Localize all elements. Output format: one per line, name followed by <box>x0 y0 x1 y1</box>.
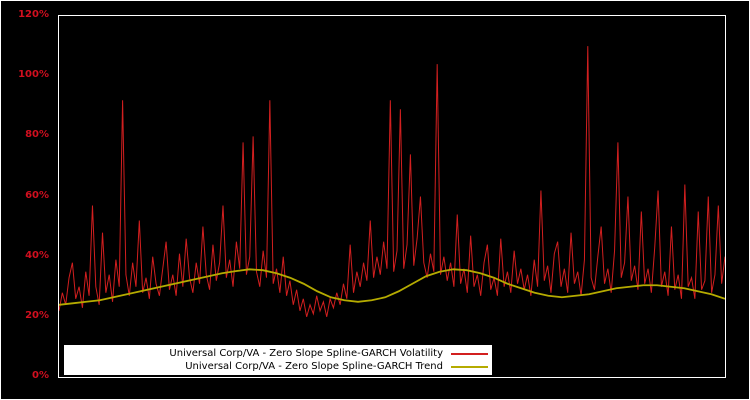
legend-row-trend: Universal Corp/VA - Zero Slope Spline-GA… <box>68 360 488 373</box>
volatility-legend-label: Universal Corp/VA - Zero Slope Spline-GA… <box>169 348 443 359</box>
chart-plot-svg <box>59 46 725 317</box>
y-tick-label: 0% <box>32 370 49 381</box>
volatility-series-line <box>59 46 725 317</box>
y-tick-label: 20% <box>25 309 49 321</box>
y-tick-label: 80% <box>25 129 49 141</box>
y-tick-label: 40% <box>25 249 49 261</box>
y-axis: 0% 20% 40% 60% 80% 100% 120% <box>1 1 53 399</box>
y-tick-label: 100% <box>18 69 49 81</box>
y-tick-label: 60% <box>25 189 49 201</box>
y-tick-label: 120% <box>18 9 49 20</box>
legend: Universal Corp/VA - Zero Slope Spline-GA… <box>64 345 492 375</box>
legend-row-volatility: Universal Corp/VA - Zero Slope Spline-GA… <box>68 347 488 360</box>
volatility-legend-line-sample <box>451 352 488 355</box>
trend-legend-label: Universal Corp/VA - Zero Slope Spline-GA… <box>185 361 443 372</box>
trend-legend-line-sample <box>451 365 488 368</box>
trend-series-line <box>59 268 725 306</box>
plot-area: Universal Corp/VA - Zero Slope Spline-GA… <box>58 15 726 378</box>
